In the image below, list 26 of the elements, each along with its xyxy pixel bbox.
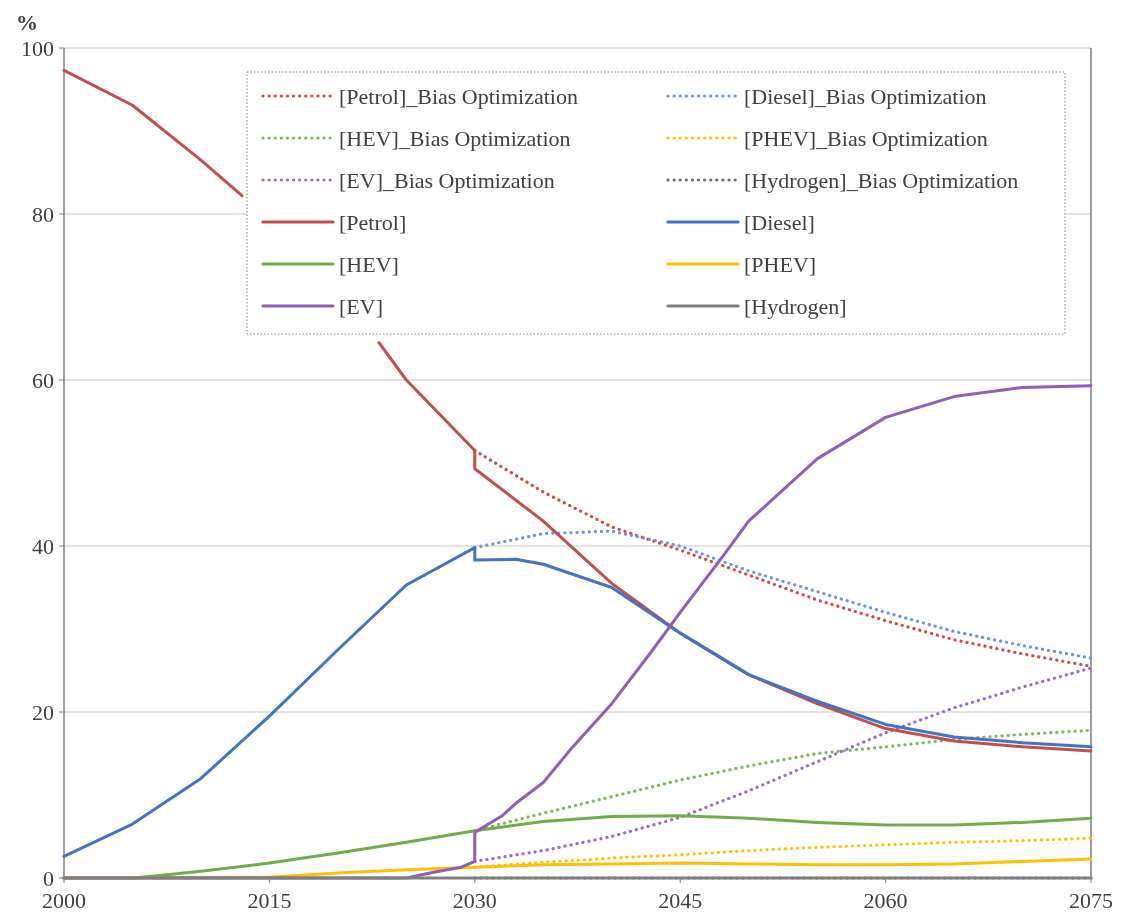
legend-label: [EV] (339, 293, 383, 319)
legend-label: [Hydrogen] (744, 293, 847, 319)
x-tick-label: 2000 (42, 888, 86, 913)
legend-label: [HEV]_Bias Optimization (339, 125, 571, 151)
x-tick-label: 2075 (1069, 888, 1113, 913)
legend-label: [Hydrogen]_Bias Optimization (744, 167, 1019, 193)
y-axis-title: % (16, 10, 38, 35)
x-tick-label: 2045 (658, 888, 703, 913)
legend-label: [HEV] (339, 251, 399, 277)
y-tick-label: 80 (32, 201, 54, 227)
y-tick-label: 0 (43, 865, 54, 891)
legend-label: [Petrol] (339, 209, 407, 235)
legend-label: [Diesel] (744, 209, 815, 235)
y-tick-label: 20 (32, 699, 54, 725)
x-tick-label: 2030 (452, 888, 497, 913)
legend-label: [Diesel]_Bias Optimization (744, 83, 987, 109)
x-tick-label: 2015 (247, 888, 292, 913)
line-series (62, 546, 1093, 858)
legend-label: [Petrol]_Bias Optimization (339, 83, 578, 109)
legend-label: [PHEV] (744, 251, 817, 277)
y-tick-label: 60 (32, 367, 54, 393)
x-tick-label: 2060 (863, 888, 908, 913)
y-tick-label: 100 (21, 35, 54, 61)
legend-label: [EV]_Bias Optimization (339, 167, 555, 193)
y-tick-label: 40 (32, 533, 54, 559)
legend-label: [PHEV]_Bias Optimization (744, 125, 988, 151)
